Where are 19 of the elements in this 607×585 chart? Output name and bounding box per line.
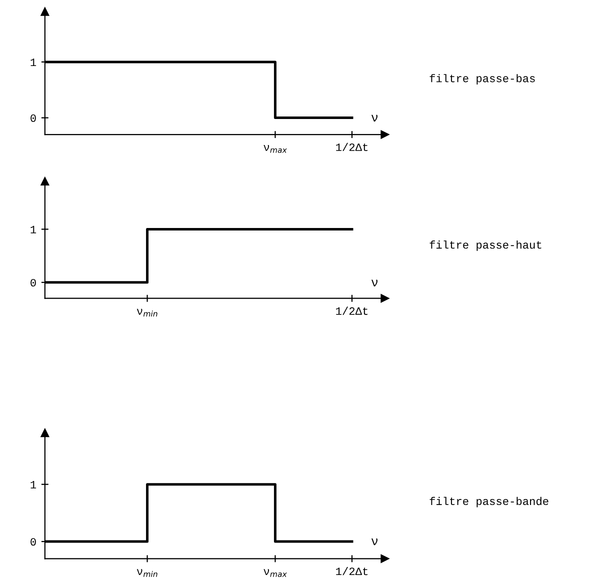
y-tick-label: 0	[30, 538, 36, 546]
text: filtre passe-bas	[430, 74, 535, 84]
y-tick-label: 1	[30, 58, 36, 66]
x-axis-title: ν	[371, 280, 378, 286]
x-tick-label: ν$_{max}$	[264, 569, 287, 577]
x-axis-title: ν	[371, 114, 378, 122]
x-axis-title: ν	[371, 538, 378, 546]
text: filtre passe-bande	[430, 496, 548, 508]
text: filtre passe-haut	[430, 240, 542, 251]
y-tick-label: 0	[30, 278, 36, 287]
x-tick-label: 1/2Δt	[336, 567, 368, 576]
x-tick-label: ν$_{min}$	[136, 308, 158, 317]
x-tick-label: 1/2Δt	[336, 142, 368, 152]
x-tick-label: ν$_{min}$	[136, 569, 158, 577]
y-tick-label: 1	[30, 226, 36, 234]
y-tick-label: 1	[30, 481, 36, 488]
y-tick-label: 0	[30, 114, 36, 122]
x-tick-label: 1/2Δt	[336, 306, 368, 315]
x-tick-label: ν$_{max}$	[264, 145, 287, 153]
